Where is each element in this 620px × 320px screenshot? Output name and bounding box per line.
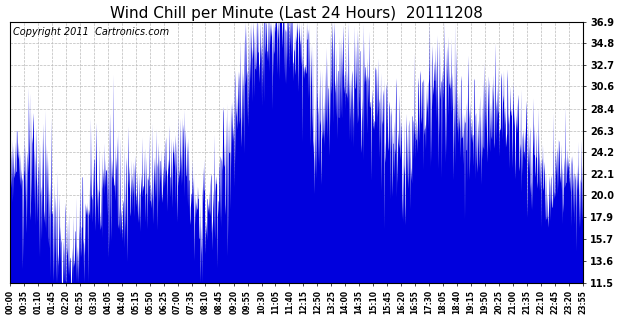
Title: Wind Chill per Minute (Last 24 Hours)  20111208: Wind Chill per Minute (Last 24 Hours) 20… [110,5,483,20]
Text: Copyright 2011  Cartronics.com: Copyright 2011 Cartronics.com [13,27,169,37]
